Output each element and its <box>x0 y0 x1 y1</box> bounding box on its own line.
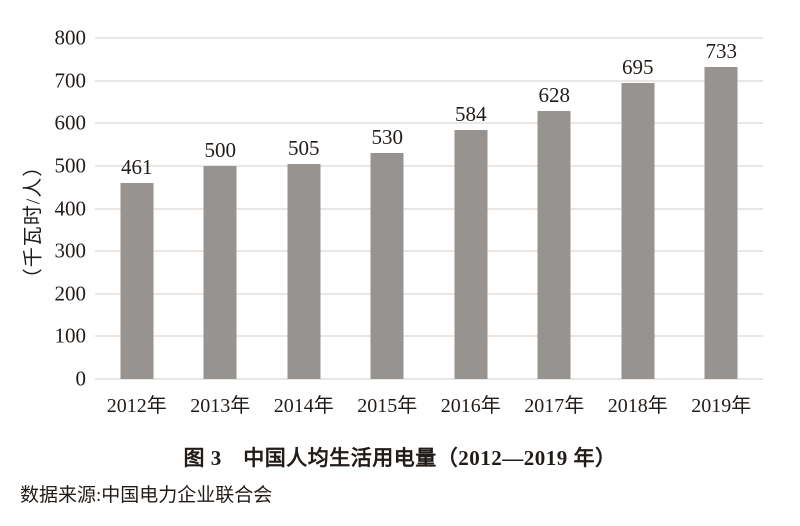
bar-2019年 <box>704 66 738 379</box>
y-tick-label-200: 200 <box>54 281 87 306</box>
gridline-700 <box>95 79 763 82</box>
bar-value-label: 584 <box>455 102 487 127</box>
bar-slot-2013年: 500 <box>179 38 263 379</box>
x-tick-label-2014年: 2014年 <box>273 395 334 417</box>
gridline-200 <box>95 292 763 295</box>
x-tick-label-2013年: 2013年 <box>190 395 251 417</box>
gridline-0 <box>95 378 763 380</box>
y-tick-label-700: 700 <box>54 68 87 93</box>
bar-slot-2014年: 505 <box>262 38 346 379</box>
bar-value-label: 500 <box>204 137 237 162</box>
x-tick-label-2019年: 2019年 <box>691 395 752 417</box>
bar-slot-2018年: 695 <box>596 38 680 379</box>
gridline-600 <box>95 122 763 125</box>
bar-value-label: 505 <box>288 135 320 160</box>
figure-caption: 图 3 中国人均生活用电量（2012—2019 年） <box>183 446 617 470</box>
bar-slot-2017年: 628 <box>513 38 597 379</box>
x-axis-labels: 2012年 2013年 2014年 2015年 2016年 2017年 2018年 2019年 <box>95 389 763 418</box>
bar-2016年 <box>454 130 488 379</box>
bar-slot-2019年: 733 <box>680 38 764 379</box>
gridline-500 <box>95 164 763 167</box>
gridline-400 <box>95 207 763 210</box>
bar-value-label: 530 <box>371 125 404 150</box>
x-tick-label-2017年: 2017年 <box>524 395 585 417</box>
bar-2013年 <box>203 165 237 379</box>
bar-value-label: 461 <box>121 154 153 179</box>
y-tick-label-600: 600 <box>54 110 87 135</box>
bar-slot-2015年: 530 <box>346 38 430 379</box>
y-tick-label-0: 0 <box>75 366 87 391</box>
bar-slot-2012年: 461 <box>95 38 179 379</box>
bar-value-label: 695 <box>622 54 654 79</box>
y-tick-label-100: 100 <box>54 323 87 348</box>
bar-2012年 <box>120 182 154 379</box>
y-tick-label-300: 300 <box>54 238 87 263</box>
gridline-100 <box>95 335 763 338</box>
data-source: 数据来源:中国电力企业联合会 <box>20 485 273 506</box>
x-tick-label-2016年: 2016年 <box>440 395 501 417</box>
gridline-800 <box>95 37 763 39</box>
bar-2014年 <box>287 163 321 379</box>
bar-value-label: 733 <box>705 38 738 63</box>
x-tick-label-2015年: 2015年 <box>357 395 418 417</box>
x-tick-label-2012年: 2012年 <box>106 395 167 417</box>
bar-2015年 <box>370 153 404 379</box>
y-tick-label-500: 500 <box>54 153 87 178</box>
bar-2017年 <box>537 111 571 379</box>
gridline-300 <box>95 250 763 253</box>
y-tick-label-800: 800 <box>54 25 87 50</box>
bar-2018年 <box>621 82 655 379</box>
bar-slot-2016年: 584 <box>429 38 513 379</box>
y-tick-label-400: 400 <box>54 196 87 220</box>
plot-area: 461 500 505 530 584 628 695 733 <box>95 37 764 380</box>
x-tick-label-2018年: 2018年 <box>607 395 668 417</box>
bar-value-label: 628 <box>538 83 571 108</box>
